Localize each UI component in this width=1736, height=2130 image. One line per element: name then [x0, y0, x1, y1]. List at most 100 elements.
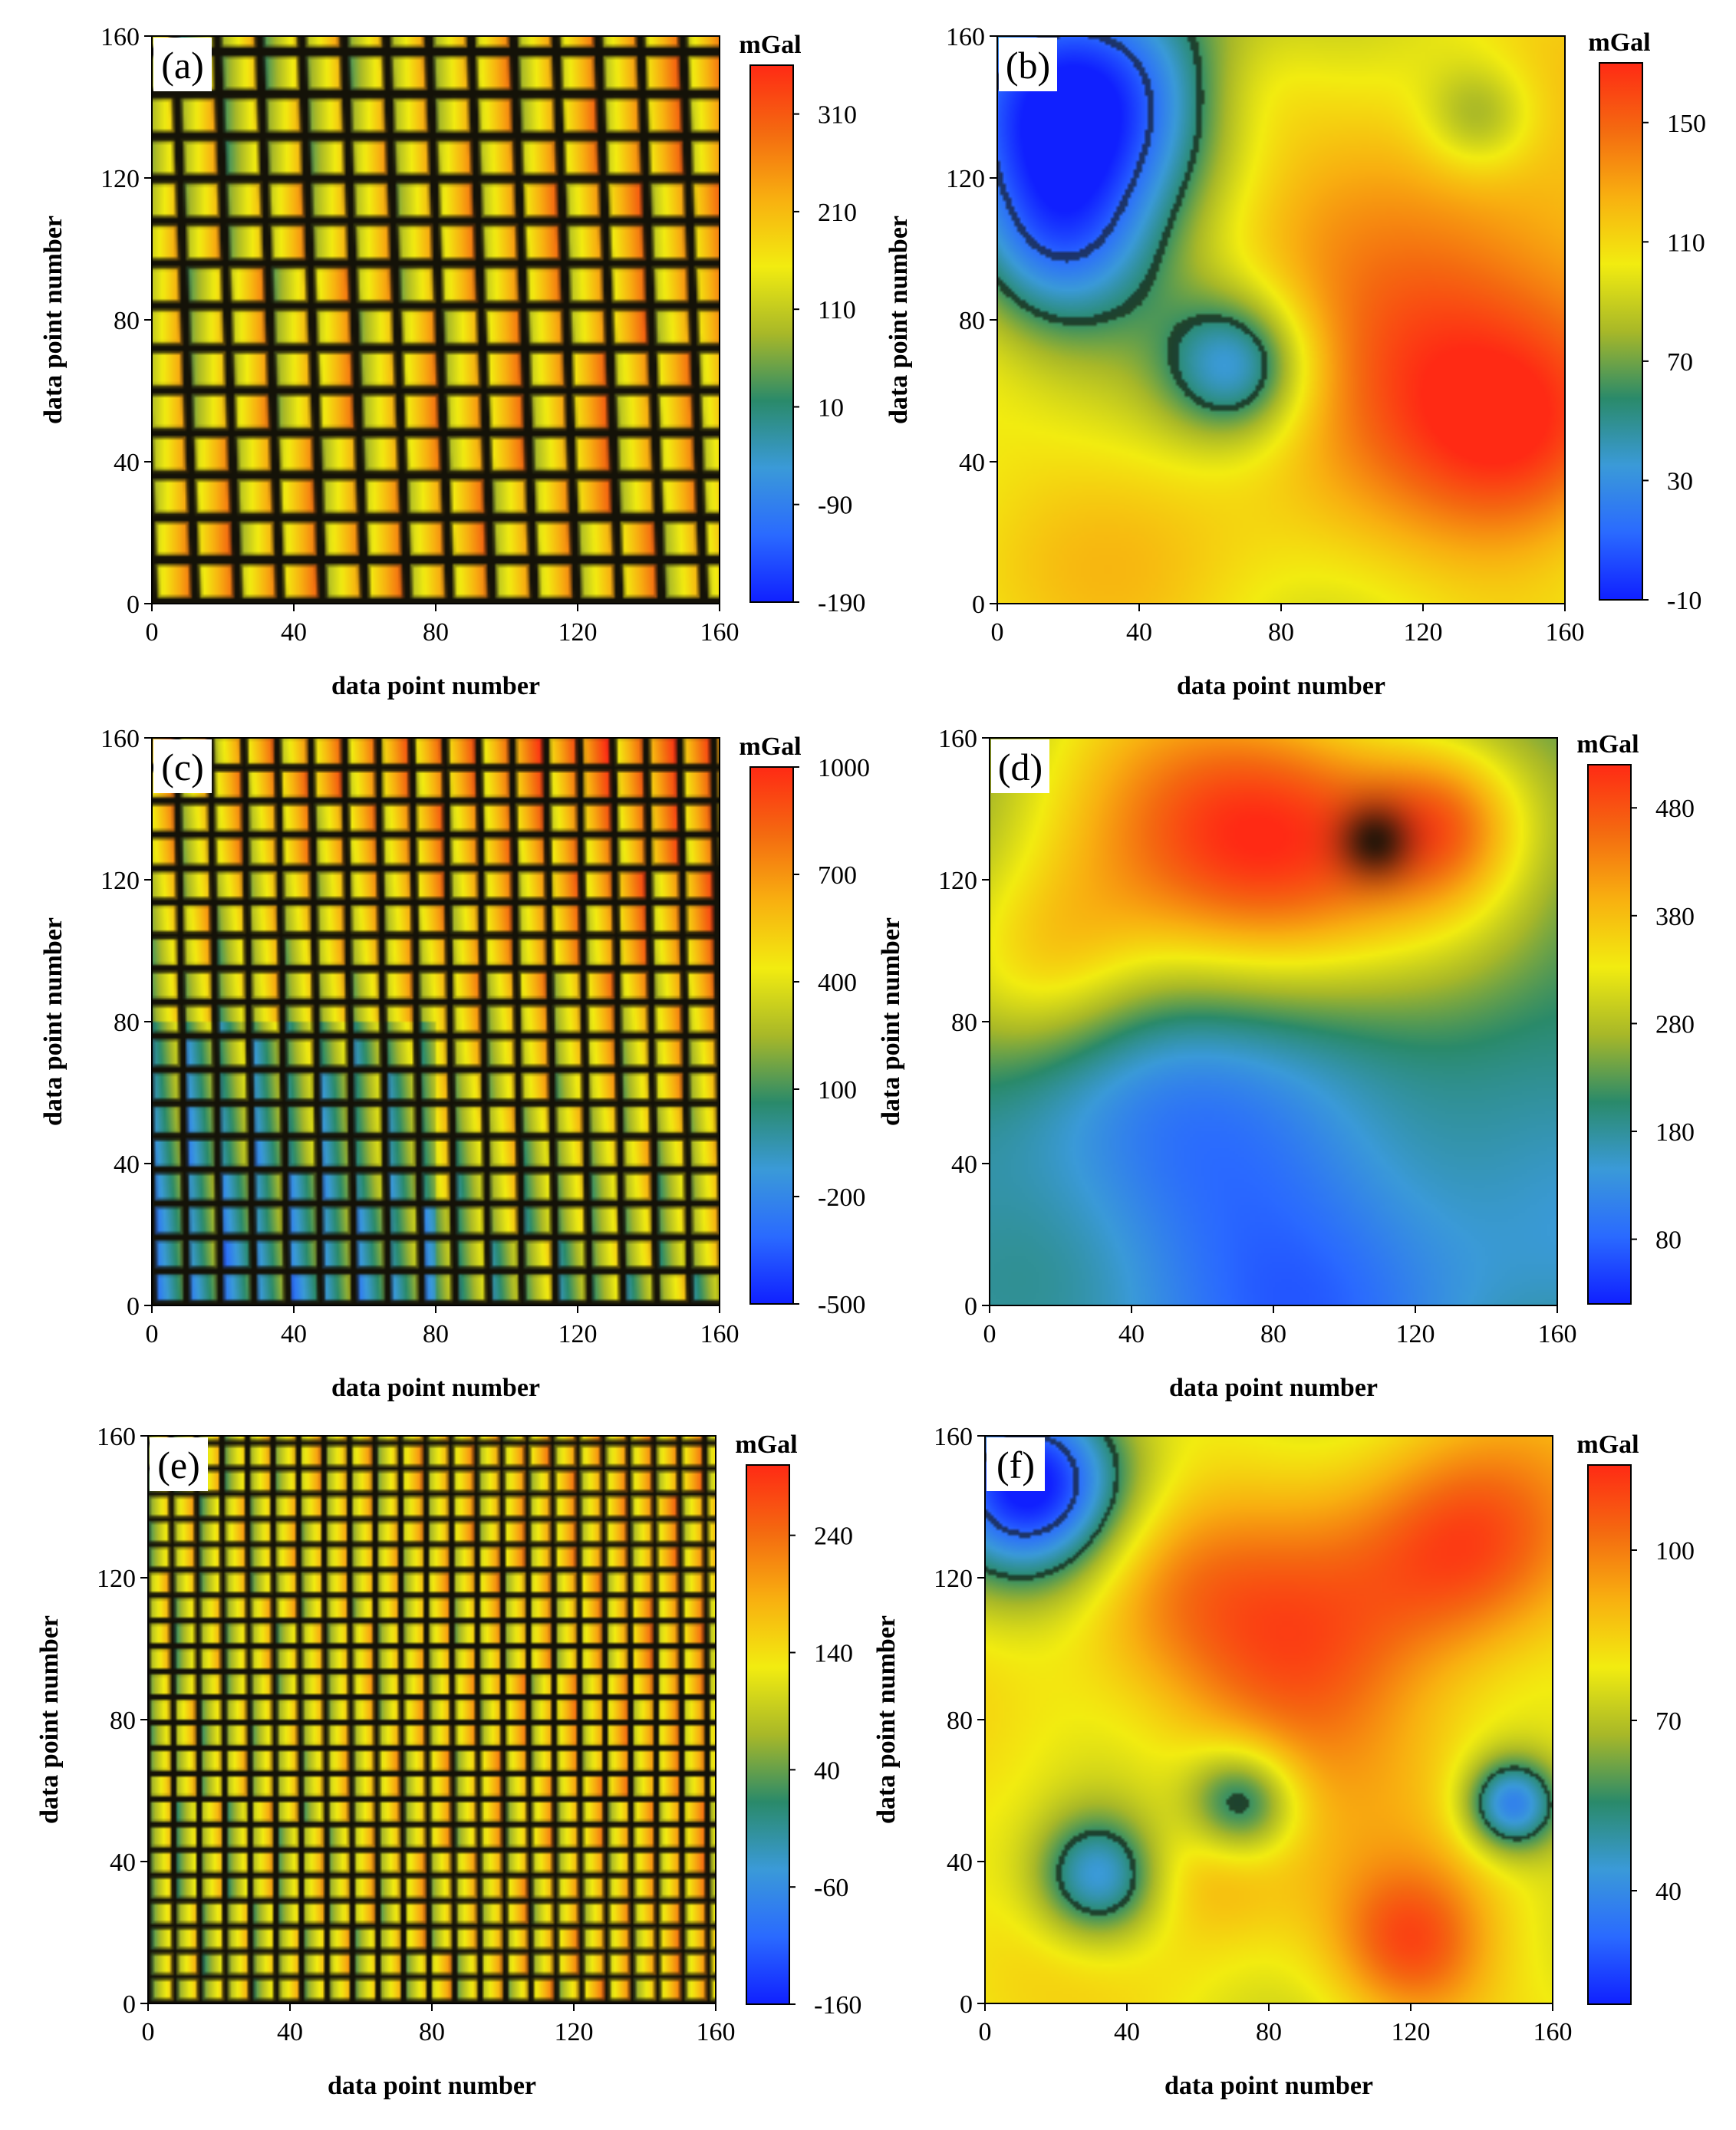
y-tick-label: 40 [114, 1151, 140, 1179]
y-tick-label: 80 [951, 1009, 977, 1037]
x-tick-label: 40 [1118, 1320, 1145, 1348]
colorbar-tick-label: 1000 [818, 754, 870, 782]
y-axis-title: data point number [872, 1615, 901, 1824]
x-tick-label: 120 [1392, 2018, 1431, 2046]
panel-e: (e) 0 40 80 120 160 0 40 80 120 160 data point numb… [35, 1423, 861, 2100]
y-tick-label: 0 [964, 1292, 977, 1321]
heatmap-c [152, 738, 720, 1305]
colorbar-unit: mGal [1576, 730, 1639, 759]
colorbar-a [749, 64, 794, 603]
panel-d: (d) 0 40 80 120 160 0 40 80 120 160 data point numb… [877, 725, 1695, 1402]
panel-tag-bg-a [153, 38, 212, 91]
heatmap-b [997, 36, 1565, 604]
colorbar-tick-label: -60 [814, 1874, 848, 1902]
y-tick-label: 160 [934, 1423, 973, 1451]
panel-tag-b: (b) [1006, 44, 1050, 87]
x-tick-label: 120 [555, 2018, 594, 2046]
x-axis-title: data point number [1177, 672, 1385, 700]
y-tick-label: 160 [100, 725, 140, 753]
y-tick-label: 160 [100, 23, 140, 51]
colorbar-tick-label: -500 [818, 1291, 865, 1319]
colorbar-tick-label: 70 [1655, 1707, 1682, 1736]
y-tick-label: 80 [114, 1009, 140, 1037]
x-axis-title: data point number [328, 2072, 536, 2100]
y-tick-label: 80 [114, 307, 140, 335]
panel-c: (c) 0 40 80 120 160 0 40 80 120 160 data point numb… [39, 725, 870, 1402]
x-tick-label: 160 [1546, 618, 1585, 647]
colorbar-f [1587, 1464, 1632, 2005]
x-tick-label: 0 [146, 618, 159, 647]
y-tick-label: 40 [947, 1849, 973, 1877]
heatmap-f [985, 1436, 1553, 2003]
colorbar-unit: mGal [739, 732, 801, 761]
x-tick-label: 80 [1268, 618, 1294, 647]
x-axis-title: data point number [1164, 2072, 1373, 2100]
y-axis-title: data point number [39, 917, 68, 1126]
colorbar-tick-label: -90 [818, 492, 852, 520]
colorbar-tick-label: 40 [814, 1756, 840, 1785]
colorbar-unit: mGal [1588, 28, 1650, 57]
y-axis-title: data point number [877, 917, 905, 1126]
colorbar-tick-label: 10 [818, 393, 844, 422]
colorbar-tick-label: 280 [1655, 1010, 1695, 1039]
panel-tag-bg-e [150, 1437, 208, 1491]
colorbar-tick-label: 110 [818, 296, 856, 324]
panel-tag-bg-d [991, 739, 1049, 793]
x-tick-label: 40 [281, 618, 307, 647]
y-tick-label: 0 [127, 1292, 140, 1321]
x-axis-title: data point number [331, 1374, 540, 1402]
y-tick-label: 80 [947, 1707, 973, 1735]
x-tick-label: 80 [1256, 2018, 1282, 2046]
y-tick-label: 0 [127, 591, 140, 619]
x-tick-label: 40 [1114, 2018, 1140, 2046]
panel-tag-d: (d) [998, 746, 1043, 788]
panel-tag-f: (f) [996, 1444, 1035, 1486]
y-tick-label: 160 [938, 725, 977, 753]
panel-a: (a) 0 40 80 120 160 0 40 80 120 160 data point numb… [39, 23, 865, 700]
x-tick-label: 0 [142, 2018, 155, 2046]
y-tick-label: 120 [938, 867, 977, 895]
y-axis-title: data point number [39, 216, 68, 424]
colorbar-unit: mGal [735, 1430, 797, 1459]
x-tick-label: 160 [1533, 2018, 1573, 2046]
colorbar-e [746, 1464, 790, 2005]
colorbar-tick-label: 700 [818, 861, 857, 890]
y-tick-label: 0 [972, 591, 985, 619]
y-tick-label: 40 [951, 1151, 977, 1179]
x-tick-label: 120 [1404, 618, 1443, 647]
x-tick-label: 80 [1260, 1320, 1286, 1348]
colorbar-tick-label: 70 [1667, 348, 1693, 377]
heatmap-a [152, 36, 720, 604]
heatmap-d [990, 738, 1557, 1305]
colorbar-d [1587, 764, 1632, 1305]
panel-tag-c: (c) [161, 746, 204, 788]
panel-tag-e: (e) [157, 1444, 200, 1486]
y-tick-label: 0 [123, 1990, 136, 2019]
x-tick-label: 40 [281, 1320, 307, 1348]
y-tick-label: 80 [959, 307, 985, 335]
colorbar-unit: mGal [1576, 1430, 1639, 1459]
x-tick-label: 80 [423, 1320, 449, 1348]
colorbar-tick-label: -190 [818, 589, 865, 617]
colorbar-tick-label: -200 [818, 1184, 865, 1212]
x-tick-label: 40 [1126, 618, 1152, 647]
colorbar-unit: mGal [739, 31, 801, 59]
x-tick-label: 80 [419, 2018, 445, 2046]
colorbar-tick-label: 480 [1655, 795, 1695, 823]
x-tick-label: 160 [1538, 1320, 1577, 1348]
y-tick-label: 120 [934, 1565, 973, 1593]
y-tick-label: 120 [946, 165, 985, 193]
colorbar-tick-label: 110 [1667, 229, 1705, 257]
colorbar-tick-label: -10 [1667, 587, 1701, 615]
x-axis-title: data point number [331, 672, 540, 700]
x-tick-label: 160 [697, 2018, 736, 2046]
x-tick-label: 120 [558, 1320, 598, 1348]
x-tick-label: 120 [558, 618, 598, 647]
x-tick-label: 120 [1396, 1320, 1435, 1348]
panel-tag-bg-f [987, 1437, 1045, 1491]
colorbar-tick-label: 140 [814, 1640, 853, 1668]
colorbar-tick-label: -160 [814, 1991, 861, 2020]
colorbar-tick-label: 40 [1655, 1878, 1682, 1906]
colorbar-tick-label: 100 [1655, 1537, 1695, 1565]
